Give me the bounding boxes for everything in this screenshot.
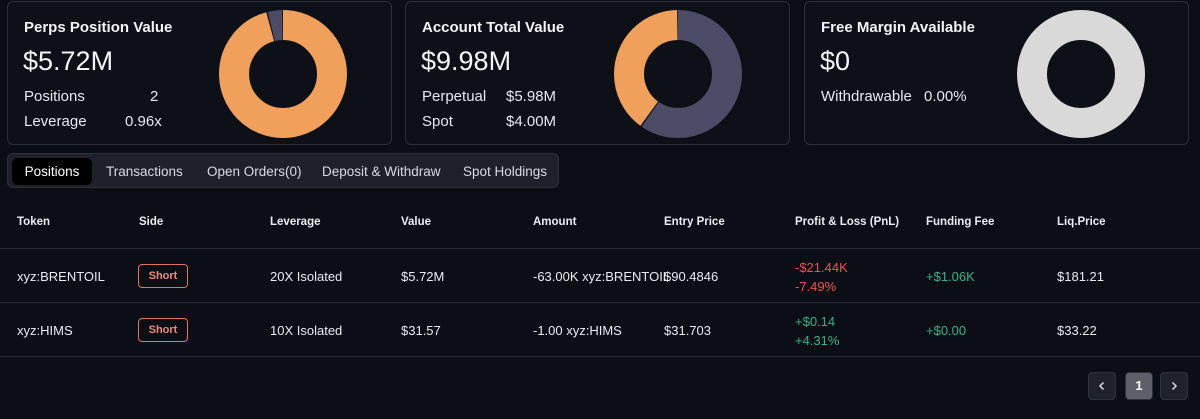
free-margin-card: Free Margin Available $0 Withdrawable 0.…	[804, 1, 1189, 145]
cell-leverage: 20X Isolated	[270, 269, 343, 284]
cell-token: xyz:BRENTOIL	[17, 269, 105, 284]
cell-entry-price: $31.703	[664, 323, 711, 338]
cell-pnl-value: -$21.44K	[795, 260, 848, 275]
tab-deposit-withdraw[interactable]: Deposit & Withdraw	[322, 164, 441, 179]
cell-pnl-percent: +4.31%	[795, 333, 840, 348]
row-label: Leverage	[24, 113, 87, 130]
header-token: Token	[17, 216, 51, 228]
card-value: $5.72M	[23, 46, 114, 76]
card-title: Account Total Value	[422, 19, 565, 36]
row-value: 0.00%	[924, 88, 967, 105]
row-value: 0.96x	[125, 113, 162, 130]
chevron-right-icon	[1171, 381, 1178, 391]
tab-transactions[interactable]: Transactions	[106, 164, 183, 179]
card-value: $0	[820, 46, 851, 76]
table-row[interactable]: xyz:HIMS Short 10X Isolated $31.57 -1.00…	[0, 303, 1200, 357]
chevron-left-icon	[1098, 381, 1105, 391]
positions-table-header: Token Side Leverage Value Amount Entry P…	[0, 198, 1200, 249]
prev-page-button[interactable]	[1088, 372, 1116, 400]
header-side: Side	[139, 216, 164, 228]
spot-row: Spot $4.00M	[422, 113, 582, 130]
account-donut-chart	[614, 10, 742, 138]
header-entry-price: Entry Price	[664, 216, 725, 228]
side-badge: Short	[138, 264, 188, 288]
cell-funding-fee: +$1.06K	[926, 269, 975, 284]
leverage-row: Leverage 0.96x	[24, 113, 174, 130]
row-label: Perpetual	[422, 88, 487, 105]
cell-funding-fee: +$0.00	[926, 323, 967, 338]
row-value: 2	[150, 88, 159, 105]
perps-donut-chart	[219, 10, 347, 138]
row-label: Withdrawable	[821, 88, 912, 105]
card-value: $9.98M	[421, 46, 512, 76]
cell-entry-price: $90.4846	[664, 269, 719, 284]
cell-pnl-percent: -7.49%	[795, 279, 837, 294]
row-label: Positions	[24, 88, 85, 105]
next-page-button[interactable]	[1160, 372, 1188, 400]
cell-token: xyz:HIMS	[17, 323, 73, 338]
donut-segment-1	[614, 10, 742, 138]
cell-amount: -63.00K xyz:BRENTOIL	[533, 269, 671, 284]
side-badge: Short	[138, 318, 188, 342]
card-title: Perps Position Value	[24, 19, 173, 36]
header-funding-fee: Funding Fee	[926, 216, 995, 228]
cell-pnl-value: +$0.14	[795, 314, 836, 329]
header-leverage: Leverage	[270, 216, 321, 228]
row-label: Spot	[422, 113, 453, 130]
donut-segment-0	[614, 10, 742, 138]
table-row[interactable]: xyz:BRENTOIL Short 20X Isolated $5.72M -…	[0, 249, 1200, 303]
header-amount: Amount	[533, 216, 577, 228]
cell-value: $31.57	[401, 323, 441, 338]
perpetual-row: Perpetual $5.98M	[422, 88, 582, 105]
perps-position-card: Perps Position Value $5.72M Positions 2 …	[7, 1, 392, 145]
header-value: Value	[401, 216, 432, 228]
row-value: $4.00M	[506, 113, 557, 130]
header-liq-price: Liq.Price	[1057, 216, 1106, 228]
withdrawable-row: Withdrawable 0.00%	[821, 88, 981, 105]
account-total-card: Account Total Value $9.98M Perpetual $5.…	[405, 1, 790, 145]
cell-amount: -1.00 xyz:HIMS	[533, 323, 622, 338]
donut-segment-0	[219, 10, 347, 138]
margin-donut-chart	[1017, 10, 1145, 138]
row-value: $5.98M	[506, 88, 557, 105]
header-pnl: Profit & Loss (PnL)	[795, 216, 900, 228]
tab-positions[interactable]: Positions	[12, 158, 92, 185]
cell-value: $5.72M	[401, 269, 445, 284]
cell-liq-price: $33.22	[1057, 323, 1097, 338]
cell-liq-price: $181.21	[1057, 269, 1104, 284]
page-1-button[interactable]: 1	[1125, 372, 1153, 400]
positions-row: Positions 2	[24, 88, 174, 105]
tab-bar: Positions Transactions Open Orders(0) De…	[7, 153, 559, 188]
cell-leverage: 10X Isolated	[270, 323, 343, 338]
tab-spot-holdings[interactable]: Spot Holdings	[463, 164, 548, 179]
donut-segment-0	[1017, 10, 1145, 138]
tab-open-orders[interactable]: Open Orders(0)	[207, 164, 302, 179]
card-title: Free Margin Available	[821, 19, 975, 36]
